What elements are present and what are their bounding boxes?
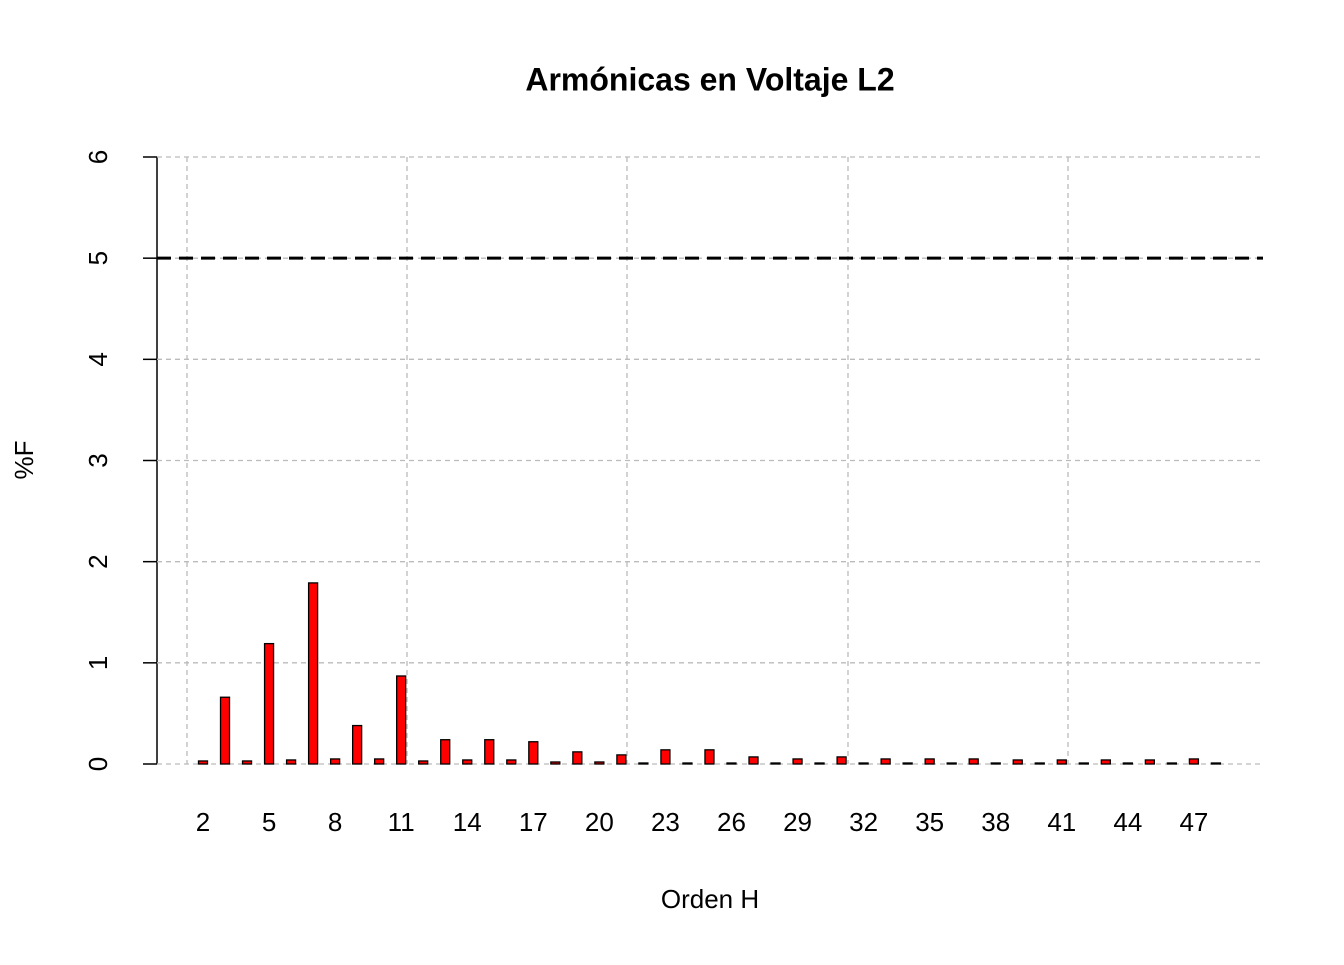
- bar: [1056, 759, 1067, 765]
- bar: [594, 761, 605, 765]
- x-tick-label: 41: [1047, 807, 1076, 837]
- bar: [329, 758, 341, 765]
- bar: [462, 759, 473, 765]
- bar: [418, 760, 429, 765]
- bar: [351, 724, 363, 765]
- y-tick-label: 2: [83, 554, 113, 568]
- bar: [704, 749, 715, 765]
- bar: [197, 760, 209, 765]
- bar: [968, 758, 979, 765]
- x-tick-label: 2: [196, 807, 210, 837]
- bar: [836, 756, 847, 765]
- bar: [726, 762, 737, 765]
- x-tick-label: 23: [651, 807, 680, 837]
- y-tick-label: 6: [83, 150, 113, 164]
- x-tick-label: 8: [328, 807, 342, 837]
- bar: [241, 760, 253, 765]
- bar: [374, 758, 385, 765]
- bar: [880, 758, 891, 765]
- bar: [1012, 759, 1023, 765]
- bar: [440, 739, 451, 765]
- bar: [1122, 762, 1133, 765]
- bar: [263, 642, 275, 765]
- chart-title: Armónicas en Voltaje L2: [525, 61, 894, 97]
- bar: [990, 762, 1001, 765]
- y-tick-label: 0: [83, 757, 113, 771]
- bar: [1034, 762, 1045, 765]
- bar: [219, 696, 231, 765]
- bar: [902, 762, 913, 765]
- bar: [285, 759, 297, 765]
- y-tick-label: 4: [83, 352, 113, 366]
- x-tick-label: 35: [915, 807, 944, 837]
- y-tick-label: 3: [83, 453, 113, 467]
- bar: [528, 741, 539, 765]
- bar: [1144, 759, 1156, 765]
- y-tick-label: 1: [83, 656, 113, 670]
- x-tick-label: 5: [262, 807, 276, 837]
- bar: [307, 582, 319, 765]
- bar: [396, 675, 407, 765]
- x-tick-label: 20: [585, 807, 614, 837]
- x-tick-label: 44: [1113, 807, 1142, 837]
- bar: [770, 762, 781, 765]
- x-tick-label: 47: [1179, 807, 1208, 837]
- y-axis-label: %F: [9, 441, 39, 480]
- bar: [1100, 759, 1111, 765]
- x-tick-label: 32: [849, 807, 878, 837]
- bar: [638, 762, 649, 765]
- bar: [1078, 762, 1089, 765]
- x-tick-label: 38: [981, 807, 1010, 837]
- bar: [572, 751, 583, 765]
- bar: [858, 762, 869, 765]
- x-tick-label: 17: [519, 807, 548, 837]
- bar: [814, 762, 825, 765]
- bar: [682, 762, 693, 765]
- bar: [748, 756, 759, 765]
- x-axis-label: Orden H: [661, 884, 759, 914]
- bar: [792, 758, 803, 765]
- y-tick-label: 5: [83, 251, 113, 265]
- bar: [924, 758, 935, 765]
- bar: [1188, 758, 1200, 765]
- x-tick-label: 11: [388, 807, 415, 837]
- bar: [660, 749, 671, 765]
- bar: [946, 762, 957, 765]
- x-tick-label: 26: [717, 807, 746, 837]
- bar: [506, 759, 517, 765]
- bar: [616, 754, 627, 765]
- bar: [484, 739, 495, 765]
- bar: [1210, 762, 1222, 765]
- x-tick-label: 14: [453, 807, 482, 837]
- bar: [1166, 762, 1178, 765]
- x-tick-label: 29: [783, 807, 812, 837]
- bar: [550, 761, 561, 765]
